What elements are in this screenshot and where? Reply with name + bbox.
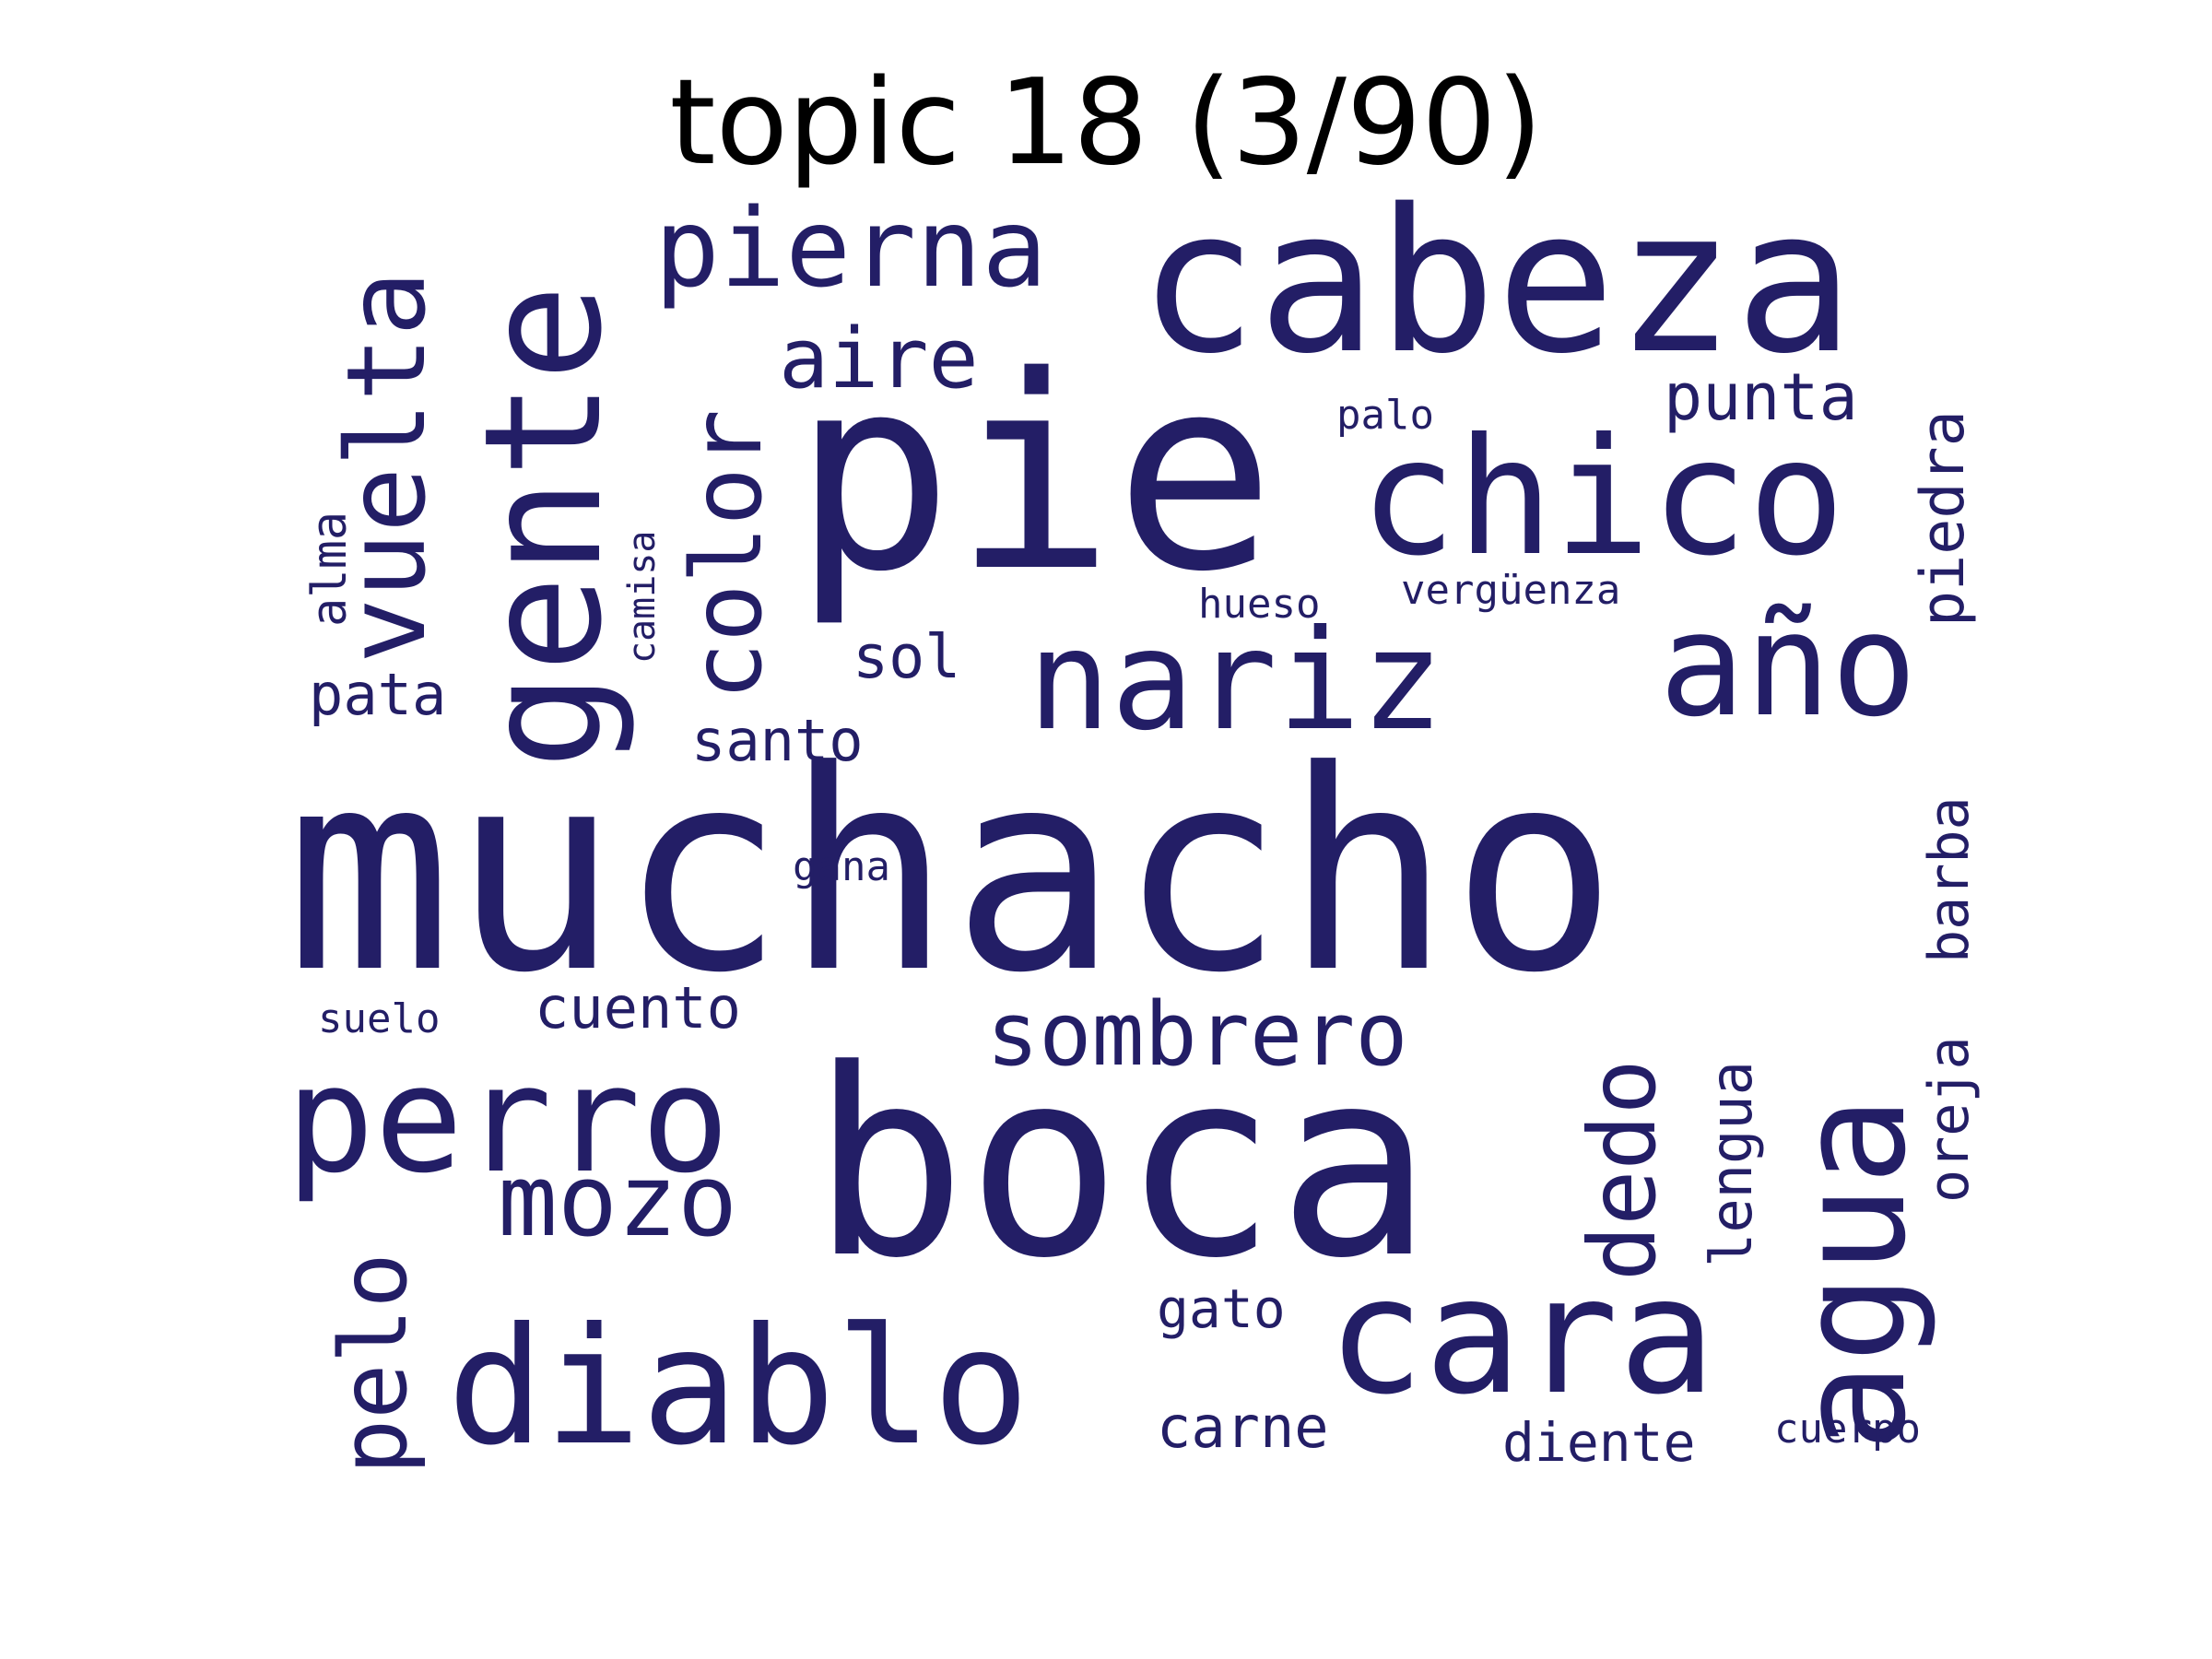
word-gente: gente [451, 284, 638, 770]
word-piedra: piedra [1909, 410, 1978, 627]
word-muchacho: muchacho [286, 712, 1618, 1033]
word-alma: alma [302, 512, 358, 627]
word-cara: cara [1327, 1243, 1715, 1430]
word-lengua: lengua [1698, 1061, 1765, 1267]
word-boca: boca [811, 1015, 1432, 1315]
word-palo: palo [1336, 392, 1434, 439]
word-agua: agua [1766, 1097, 1938, 1452]
word-diente: diente [1502, 1411, 1696, 1474]
word-chico: chico [1359, 405, 1845, 592]
word-nariz: nariz [1028, 601, 1444, 761]
word-dedo: dedo [1569, 1059, 1677, 1281]
word-barba: barba [1917, 796, 1982, 963]
word-pata: pata [309, 661, 446, 728]
word-cuento: cuento [535, 974, 741, 1041]
word-pelo: pelo [320, 1253, 428, 1475]
word-cabeza: cabeza [1138, 166, 1854, 397]
word-cuerpo: cuerpo [1774, 1406, 1921, 1453]
word-vuelta: vuelta [323, 271, 450, 664]
word-camisa: camisa [621, 531, 664, 665]
word-aire: aire [779, 311, 979, 407]
word-color: color [671, 409, 783, 700]
word-punta: punta [1664, 359, 1858, 435]
word-gana: gana [793, 843, 890, 890]
word-sombrero: sombrero [986, 984, 1408, 1086]
word-vergüenza: vergüenza [1401, 567, 1620, 614]
word-oreja: oreja [1917, 1036, 1982, 1203]
word-año: año [1659, 582, 1917, 748]
word-pierna: pierna [654, 184, 1047, 312]
word-gato: gato [1157, 1277, 1286, 1340]
word-perro: perro [286, 1033, 730, 1206]
word-hueso: hueso [1198, 581, 1320, 628]
word-suelo: suelo [318, 995, 440, 1042]
word-diablo: diablo [447, 1294, 1030, 1481]
figure-title: topic 18 (3/90) [669, 54, 1543, 192]
word-sol: sol [853, 623, 960, 692]
word-mozo: mozo [498, 1144, 737, 1259]
word-santo: santo [691, 707, 864, 774]
word-carne: carne [1157, 1394, 1329, 1461]
word-pie: pie [793, 320, 1276, 630]
